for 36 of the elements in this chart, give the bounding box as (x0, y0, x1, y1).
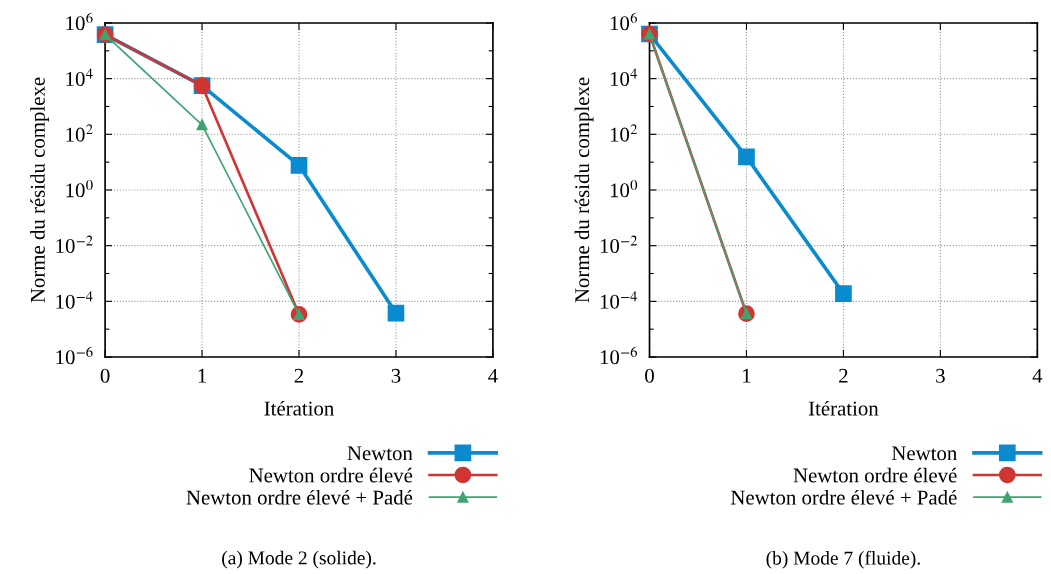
y-tick-label: 10$^{−6}$ (56, 346, 93, 365)
y-axis-title: Norme du résidu complexe (30, 77, 50, 303)
y-tick-label: 10$^{−4}$ (600, 291, 638, 309)
x-tick-label: 0 (645, 368, 654, 383)
y-tick-label: 10$^{−2}$ (600, 235, 638, 254)
x-tick-label: 4 (488, 368, 498, 383)
y-tick-label: 10$^{2}$ (610, 124, 638, 142)
y-tick-label: 10$^{2}$ (66, 124, 93, 142)
legend-label: Newton ordre élevé + Padé (186, 489, 413, 505)
text: (b) Mode 7 (fluide). (766, 550, 920, 569)
legend-label: Newton (347, 446, 413, 461)
y-tick-label: 10$^{4}$ (66, 68, 93, 86)
y-axis-title: Norme du résidu complexe (574, 77, 594, 303)
x-tick-label: 2 (839, 368, 848, 383)
x-tick-label: 4 (1032, 368, 1043, 383)
x-tick-label: 1 (198, 368, 207, 383)
y-tick-label: 10$^{6}$ (610, 12, 638, 31)
x-tick-label: 2 (294, 368, 304, 383)
legend-label: Newton ordre élevé (793, 467, 957, 483)
x-tick-label: 1 (743, 368, 751, 383)
x-tick-label: 0 (100, 368, 110, 383)
x-tick-label: 3 (936, 368, 945, 383)
y-tick-label: 10$^{0}$ (610, 179, 638, 198)
legend-label: Newton ordre élevé (249, 467, 413, 483)
y-tick-label: 10$^{6}$ (66, 12, 93, 31)
y-tick-label: 10$^{4}$ (610, 68, 638, 86)
x-axis-title: Itération (264, 400, 334, 416)
x-axis-title: Itération (808, 400, 879, 416)
legend-label: Newton (891, 446, 957, 461)
text: (a) Mode 2 (solide). (222, 550, 376, 569)
y-tick-label: 10$^{−4}$ (56, 291, 93, 309)
y-tick-label: 10$^{0}$ (66, 179, 93, 198)
y-tick-label: 10$^{−6}$ (600, 346, 637, 365)
x-tick-label: 3 (391, 368, 401, 383)
legend-label: Newton ordre élevé + Padé (730, 489, 957, 505)
y-tick-label: 10$^{−2}$ (56, 235, 93, 254)
